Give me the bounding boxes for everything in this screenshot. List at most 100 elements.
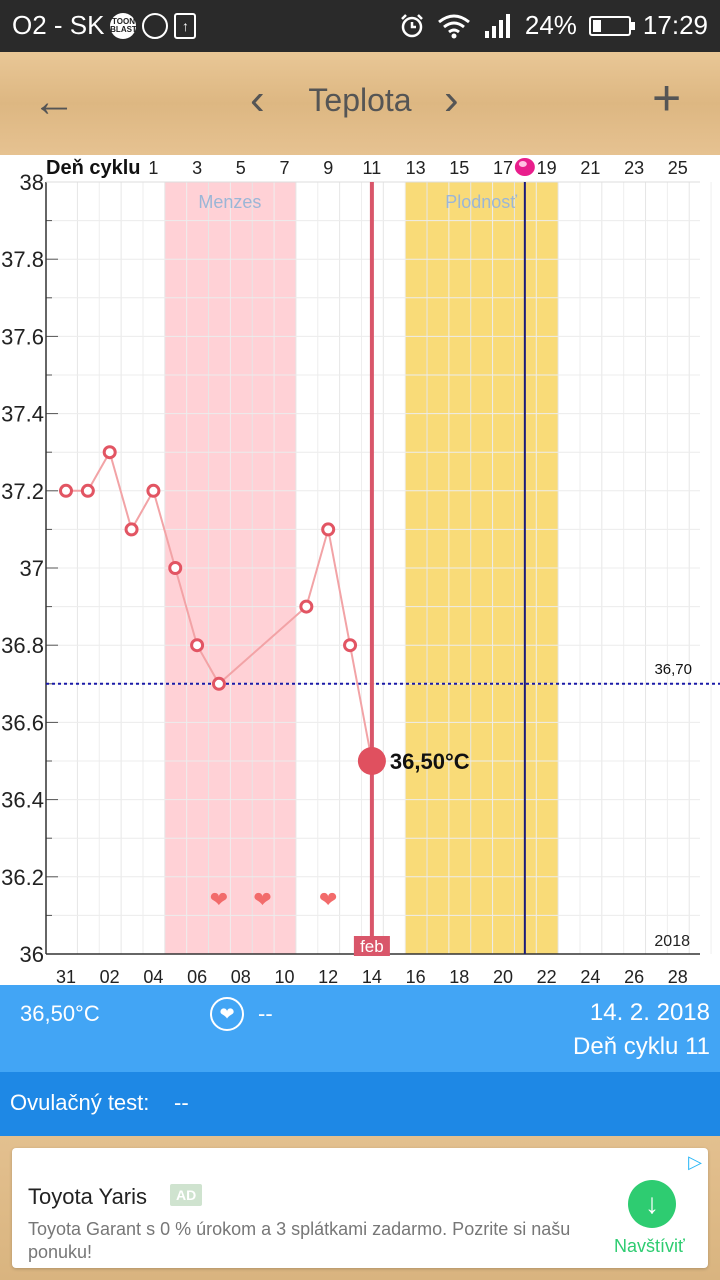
month-label-box <box>353 936 390 956</box>
date-tick-label: 06 <box>187 967 207 985</box>
temperature-point <box>80 483 95 498</box>
status-right: 24% 17:29 <box>399 10 708 41</box>
band-label-0: Menzes <box>198 192 261 212</box>
date-tick-label: 26 <box>624 967 644 985</box>
cycle-tick-label: 25 <box>668 158 688 178</box>
ad-badge: AD <box>170 1184 203 1206</box>
chart-background <box>0 155 720 985</box>
date-tick-label: 12 <box>318 967 338 985</box>
cycle-tick-label: 7 <box>279 158 289 178</box>
download-arrow-icon[interactable]: ↓ <box>628 1180 676 1228</box>
cycle-tick-label: 13 <box>406 158 426 178</box>
cycle-tick-label: 1 <box>148 158 158 178</box>
selected-temperature: 36,50°C <box>20 1001 100 1026</box>
ad-description[interactable]: Toyota Garant s 0 % úrokom a 3 splátkami… <box>28 1219 571 1262</box>
date-tick-label: 14 <box>362 967 382 985</box>
ovulation-test-value: -- <box>174 1090 189 1115</box>
clock: 17:29 <box>642 10 708 40</box>
next-chevron-icon[interactable]: › <box>444 75 459 124</box>
y-tick-label: 37.4 <box>1 402 44 427</box>
ad-card[interactable]: ▷ Toyota Yaris AD Toyota Garant s 0 % úr… <box>12 1148 708 1268</box>
date-tick-label: 28 <box>668 967 688 985</box>
cycle-tick-label: 9 <box>323 158 333 178</box>
cycle-tick-label: 5 <box>236 158 246 178</box>
y-tick-label: 37.2 <box>1 479 44 504</box>
cycle-tick-label: 11 <box>363 158 382 178</box>
toon-blast-icon: TOON BLAST <box>110 12 137 39</box>
ad-visit-button[interactable]: Navštíviť <box>614 1236 685 1256</box>
date-tick-label: 22 <box>537 967 557 985</box>
intercourse-heart-icon: ❤ <box>210 887 228 912</box>
date-tick-label: 24 <box>580 967 600 985</box>
date-tick-label: 16 <box>406 967 426 985</box>
y-tick-label: 36.4 <box>1 788 44 813</box>
alarm-icon <box>400 13 423 37</box>
selected-temperature-label: 36,50°C <box>390 749 470 774</box>
cycle-tick-label: 21 <box>580 158 600 178</box>
cycle-axis-label: Deň cyklu <box>46 157 140 179</box>
cycle-tick-label: 15 <box>449 158 469 178</box>
month-label: feb <box>360 937 384 956</box>
ad-title[interactable]: Toyota Yaris <box>28 1184 148 1209</box>
cycle-tick-label: 19 <box>537 158 557 178</box>
cycle-tick-label: 23 <box>624 158 644 178</box>
y-tick-label: 37.8 <box>1 247 44 272</box>
temperature-chart[interactable]: Menzes Plodnosť3837.837.637.437.23736.836… <box>0 155 720 987</box>
temperature-line <box>66 449 373 762</box>
ad-area: ▷ Toyota Yaris AD Toyota Garant s 0 % úr… <box>0 1136 720 1280</box>
temperature-point <box>190 638 205 653</box>
battery-fill <box>592 19 602 32</box>
temperature-point <box>211 676 226 691</box>
band-label-1: Plodnosť <box>445 192 517 212</box>
date-tick-label: 04 <box>143 967 163 985</box>
reference-line-label: 36,70 <box>654 661 692 678</box>
selected-cycle-day: Deň cyklu 11 <box>573 1033 710 1060</box>
temperature-point <box>321 522 336 537</box>
signal-icon <box>484 13 510 38</box>
date-tick-label: 20 <box>493 967 513 985</box>
status-left: O2 - SK TOON BLAST ↑ <box>12 10 197 41</box>
messenger-icon <box>142 12 169 39</box>
y-tick-label: 36.2 <box>1 865 44 890</box>
y-tick-label: 36.8 <box>1 633 44 658</box>
prev-chevron-icon[interactable]: ‹ <box>250 75 265 124</box>
temperature-chart-area[interactable]: Menzes Plodnosť 38 37.8 37.6 37.4 37.2 37 36.8 36… <box>0 155 720 987</box>
date-tick-label: 10 <box>274 967 294 985</box>
ovulation-test-bar[interactable]: Ovulačný test: -- <box>0 1072 720 1136</box>
battery-icon <box>588 15 635 36</box>
date-tick-label: 02 <box>100 967 120 985</box>
ovulation-marker-highlight <box>518 161 527 167</box>
info-bar[interactable]: 36,50°C ❤ -- 14. 2. 2018 Deň cyklu 11 <box>0 985 720 1072</box>
intercourse-heart-icon: ❤ <box>319 887 337 912</box>
ovulation-marker-icon <box>514 158 535 176</box>
temperature-point <box>343 638 358 653</box>
upload-icon: ↑ <box>174 12 197 39</box>
date-tick-label: 18 <box>449 967 469 985</box>
back-arrow-icon[interactable]: ← <box>32 77 76 126</box>
ad-choices-icon[interactable]: ▷ <box>688 1152 702 1172</box>
temperature-point <box>124 522 139 537</box>
intercourse-heart-icon: ❤ <box>253 887 271 912</box>
intercourse-value: -- <box>258 1001 273 1026</box>
battery-percent: 24% <box>524 10 577 40</box>
temperature-point <box>146 483 161 498</box>
wifi-icon <box>437 14 470 38</box>
app-header: ← ‹ Teplota › + <box>0 52 720 157</box>
add-plus-icon[interactable]: + <box>652 70 682 126</box>
temperature-point <box>102 445 117 460</box>
ovulation-test-label: Ovulačný test: <box>10 1090 150 1115</box>
y-tick-label: 37 <box>20 556 44 581</box>
heart-icon[interactable]: ❤ <box>210 997 244 1031</box>
status-bar: O2 - SK TOON BLAST ↑ 24% 17:29 <box>0 0 720 52</box>
temperature-point <box>299 599 314 614</box>
cycle-tick-label: 17 <box>493 158 513 178</box>
selected-date: 14. 2. 2018 <box>589 999 710 1026</box>
date-tick-label: 31 <box>56 967 76 985</box>
y-tick-label: 36 <box>20 942 44 967</box>
cycle-tick-label: 3 <box>192 158 202 178</box>
y-tick-label: 37.6 <box>1 324 44 349</box>
page-title: Teplota <box>308 82 412 118</box>
selected-temperature-point <box>357 747 386 775</box>
temperature-point <box>59 483 73 498</box>
temperature-point <box>168 561 183 575</box>
